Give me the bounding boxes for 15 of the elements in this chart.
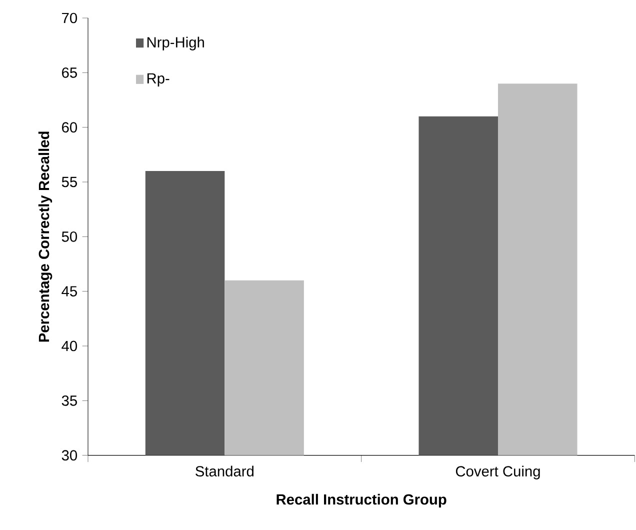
y-tick-label: 45 (62, 286, 77, 296)
y-axis-title: Percentage Correctly Recalled (38, 132, 52, 342)
y-tick-label: 65 (62, 67, 77, 78)
x-tick-label: Standard (196, 466, 254, 476)
y-tick-label: 30 (62, 450, 78, 461)
legend-label: Nrp-High (147, 36, 204, 50)
y-tick-label: 60 (62, 122, 78, 133)
y-tick-label: 50 (62, 231, 78, 242)
x-tick-label: Covert Cuing (456, 466, 540, 480)
y-tick-label: 70 (62, 12, 78, 24)
y-tick-label: 55 (62, 176, 77, 188)
legend-label: Rp- (147, 73, 170, 86)
x-axis-title: Recall Instruction Group (276, 494, 446, 508)
y-tick-label: 40 (62, 340, 78, 352)
y-tick-label: 35 (62, 395, 77, 406)
